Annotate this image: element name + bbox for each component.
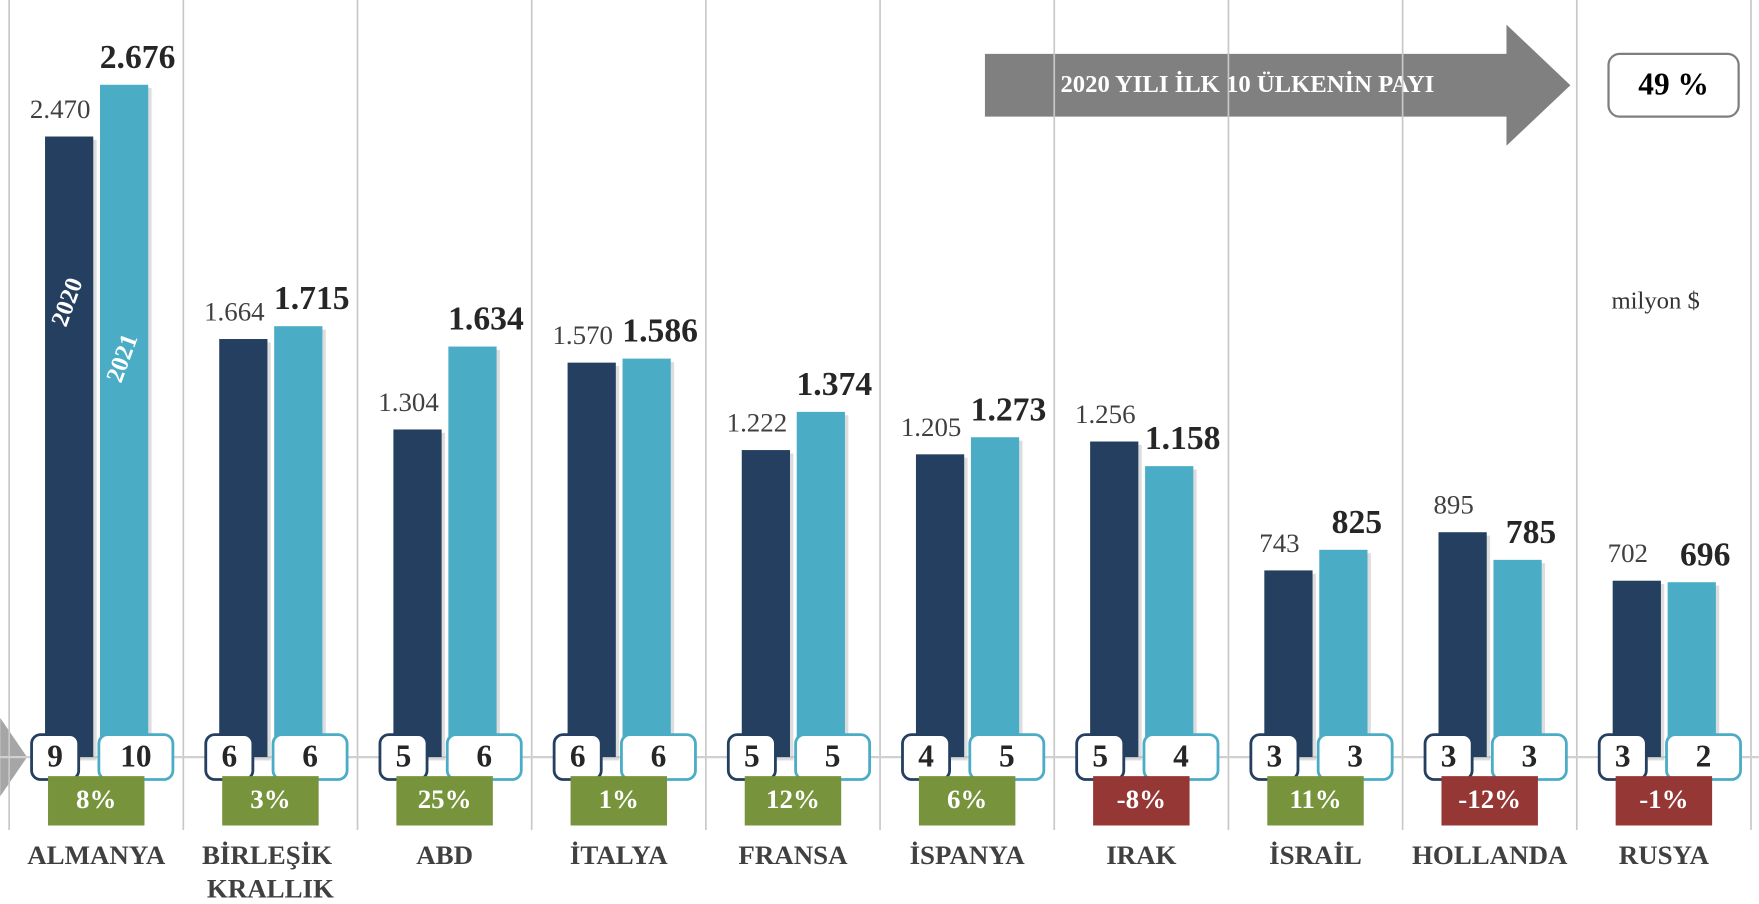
change-box	[570, 776, 668, 826]
value-label: 1.205	[901, 412, 962, 442]
bar	[1493, 559, 1542, 758]
rank-label: 10	[120, 739, 151, 774]
x-tick-label-line: KRALLIK	[207, 874, 334, 904]
value-label: 1.374	[796, 366, 872, 403]
change-box	[1615, 776, 1713, 826]
change-label: 3%	[250, 784, 290, 814]
share-label: 49 %	[1638, 67, 1709, 102]
change-label: -1%	[1639, 784, 1688, 814]
rank-label: 6	[476, 739, 492, 774]
bar	[1667, 582, 1716, 758]
bar	[622, 358, 671, 758]
change-box	[1441, 776, 1538, 826]
value-label: 696	[1680, 536, 1730, 573]
value-label: 895	[1433, 490, 1473, 520]
rank-label: 5	[825, 739, 841, 774]
rank-label: 4	[1173, 739, 1189, 774]
value-label: 1.664	[204, 297, 265, 327]
x-tick-label: İSRAİL	[1269, 840, 1362, 870]
x-tick-label: IRAK	[1106, 840, 1176, 870]
rank-label: 3	[1347, 739, 1363, 774]
rank-label: 6	[302, 739, 318, 774]
change-box	[222, 776, 319, 826]
x-tick-label: HOLLANDA	[1412, 840, 1568, 870]
x-tick-label: RUSYA	[1619, 840, 1710, 870]
share-box	[1607, 52, 1740, 118]
value-label: 1.304	[378, 387, 439, 417]
change-label: 12%	[766, 784, 820, 814]
unit-label: milyon $	[1611, 287, 1699, 314]
arrow	[984, 24, 1571, 146]
rank-label: 6	[651, 739, 667, 774]
rank-label: 6	[570, 739, 586, 774]
value-label: 2.470	[30, 94, 91, 124]
rank-label: 3	[1521, 739, 1537, 774]
bar	[448, 346, 497, 758]
value-label: 1.586	[622, 313, 698, 350]
value-label: 2.676	[100, 39, 176, 76]
change-label: 8%	[76, 784, 116, 814]
change-box	[48, 776, 145, 826]
bar	[915, 454, 965, 758]
x-tick-label: FRANSA	[738, 840, 848, 870]
bar	[796, 411, 845, 758]
annotation: 2020 YILI İLK 10 ÜLKENİN PAYI	[1060, 70, 1434, 98]
value-label: 702	[1608, 538, 1648, 568]
change-label: -8%	[1117, 784, 1166, 814]
bar	[567, 362, 616, 758]
rank-label: 5	[999, 739, 1015, 774]
rank-label: 3	[1441, 739, 1457, 774]
bar	[393, 429, 442, 758]
change-label: 1%	[599, 784, 639, 814]
bar	[1090, 441, 1139, 758]
bar	[99, 84, 149, 758]
bar	[1438, 532, 1487, 758]
value-label: 1.715	[274, 280, 350, 317]
change-label: 25%	[418, 784, 472, 814]
change-box	[1267, 776, 1364, 826]
bar	[45, 136, 94, 758]
change-label: 11%	[1289, 784, 1341, 814]
x-tick-label: İSPANYA	[910, 840, 1026, 870]
x-tick-label: İTALYA	[570, 840, 668, 870]
rank-label: 2	[1696, 739, 1712, 774]
rank-label: 6	[221, 739, 237, 774]
value-label: 1.158	[1145, 420, 1221, 457]
value-label: 785	[1506, 514, 1556, 551]
change-box	[396, 776, 493, 826]
change-label: 6%	[947, 784, 987, 814]
rank-label: 4	[918, 739, 934, 774]
bar	[1145, 466, 1194, 758]
value-label: 1.273	[971, 391, 1047, 428]
change-box	[918, 776, 1016, 826]
bar	[741, 450, 790, 758]
value-label: 743	[1259, 528, 1299, 558]
bar	[274, 326, 323, 758]
rank-label: 3	[1615, 739, 1631, 774]
value-label: 1.570	[552, 320, 613, 350]
x-tick-label: BİRLEŞİK KRALLIK	[202, 840, 339, 904]
bar	[1319, 549, 1368, 758]
rank-label: 5	[1092, 739, 1108, 774]
bar	[219, 339, 268, 758]
change-box	[744, 776, 842, 826]
value-label: 1.256	[1075, 399, 1136, 429]
x-tick-label: ALMANYA	[27, 840, 166, 870]
value-label: 1.222	[727, 408, 788, 438]
x-tick-label-line: BİRLEŞİK	[202, 840, 339, 870]
change-box	[1093, 776, 1190, 826]
bar	[1264, 570, 1313, 758]
bar	[970, 437, 1020, 758]
value-label: 825	[1332, 504, 1382, 541]
rank-label: 5	[396, 739, 412, 774]
bar	[1612, 580, 1661, 758]
value-label: 1.634	[448, 301, 524, 338]
rank-label: 3	[1267, 739, 1283, 774]
rank-label: 9	[47, 739, 63, 774]
change-label: -12%	[1458, 784, 1521, 814]
rank-label: 5	[744, 739, 760, 774]
x-tick-label: ABD	[416, 840, 473, 870]
